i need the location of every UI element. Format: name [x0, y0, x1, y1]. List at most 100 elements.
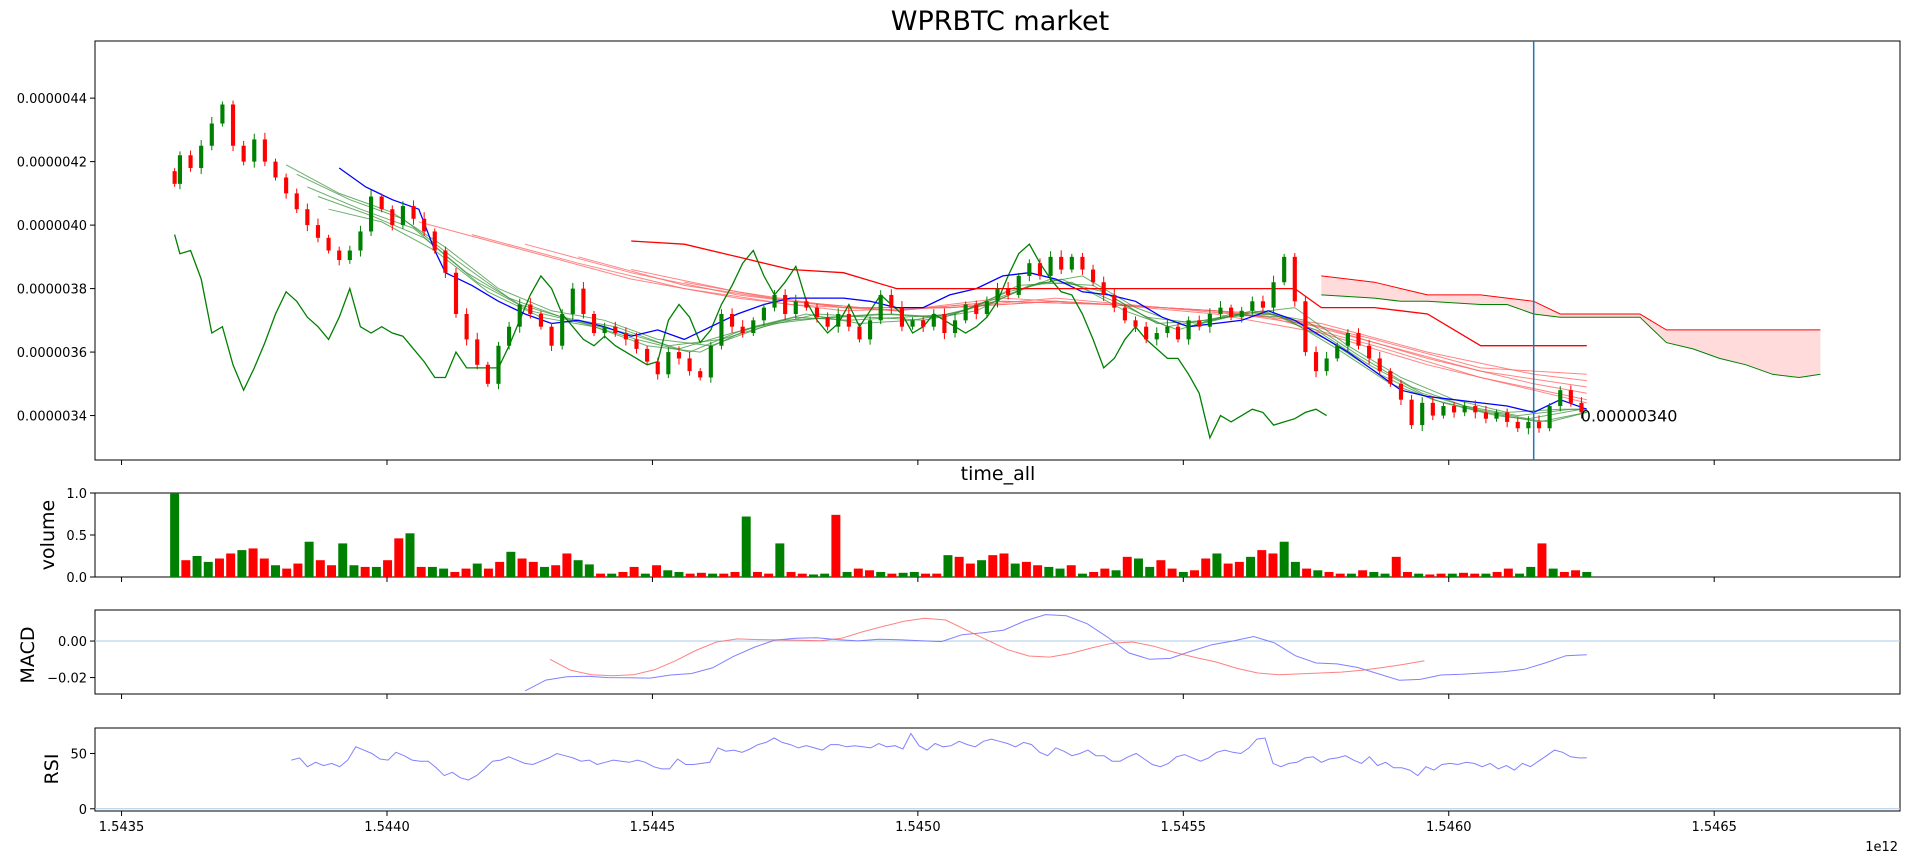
volume-bar: [1111, 570, 1121, 577]
volume-bar: [797, 573, 807, 577]
volume-bar: [1324, 571, 1334, 577]
volume-bar: [1223, 563, 1233, 577]
candle-body: [379, 196, 384, 210]
candle-body: [793, 301, 798, 314]
macd-line: [524, 614, 1587, 692]
volume-bar: [1447, 573, 1457, 577]
macd-axis-label: MACD: [17, 627, 39, 684]
volume-bar: [1582, 571, 1592, 577]
volume-bar: [1212, 553, 1222, 577]
ema-ribbon-red-line: [577, 256, 1587, 394]
cloud-upper-line: [1321, 275, 1821, 331]
candle-body: [177, 155, 183, 184]
candle-body: [1069, 256, 1074, 270]
volume-bar: [1268, 553, 1278, 577]
volume-bar: [1369, 571, 1379, 577]
volume-bar: [820, 573, 830, 577]
ema-ribbon-green-line: [328, 208, 1587, 423]
candle-body: [974, 304, 979, 314]
ema-ribbon-red-line: [631, 269, 1587, 401]
price-y-axis: 0.0000034 0.0000036 0.0000038 0.0000040 0.00…: [17, 92, 95, 425]
price-x-axis-label: time_all: [961, 463, 1036, 485]
candle-body: [1558, 390, 1563, 407]
candle-body: [1218, 307, 1223, 314]
volume-bar: [1548, 568, 1558, 577]
candle-body: [294, 193, 299, 210]
volume-bar: [696, 572, 706, 577]
candle-body: [1048, 256, 1053, 276]
volume-bar: [181, 560, 191, 577]
volume-bar: [1055, 568, 1065, 577]
rsi-y-tick-label: 50: [70, 747, 87, 762]
x-axis-ticks: 1.5435 1.5440 1.5445 1.5450 1.5455 1.5460 1.54…: [99, 460, 1737, 835]
volume-bar: [248, 548, 258, 577]
volume-y-tick-label: 1.0: [66, 487, 87, 502]
candle-body: [1090, 269, 1096, 283]
volume-bar: [775, 543, 785, 577]
macd-signal-line: [549, 617, 1425, 677]
candle-body: [1250, 301, 1255, 311]
volume-bar: [932, 573, 942, 577]
volume-bar: [1358, 570, 1368, 577]
candle-body: [358, 231, 363, 251]
candle-body: [868, 320, 873, 340]
volume-bar: [853, 568, 863, 577]
candle-body: [220, 104, 225, 124]
volume-bar: [1515, 573, 1525, 577]
x-tick-label: 1.5465: [1691, 820, 1737, 835]
volume-bar: [1201, 558, 1211, 577]
candle-body: [1462, 406, 1467, 413]
candle-body: [698, 371, 703, 378]
candle-body: [528, 304, 533, 314]
volume-bar: [909, 571, 919, 577]
candle-body: [931, 313, 936, 327]
volume-bar: [607, 573, 617, 577]
volume-bar: [1380, 573, 1390, 577]
candle-body: [613, 326, 618, 334]
ema-ribbon-red-line: [524, 243, 1587, 388]
candle-body: [422, 218, 427, 232]
volume-bar: [954, 556, 964, 577]
candle-body: [1101, 282, 1106, 295]
volume-bar: [618, 571, 628, 577]
candle-body: [475, 339, 480, 365]
volume-bar: [898, 572, 908, 577]
volume-bar: [439, 568, 449, 577]
candle-body: [1494, 412, 1499, 419]
candle-body: [645, 348, 650, 362]
volume-y-tick-label: 0.0: [66, 571, 87, 586]
price-cloud: [1321, 275, 1821, 379]
candle-body: [538, 313, 544, 327]
volume-bar: [741, 516, 751, 577]
volume-bar: [1335, 573, 1345, 577]
candle-body: [496, 345, 501, 384]
candle-body: [783, 294, 788, 314]
volume-bar: [528, 561, 538, 577]
candle-body: [209, 123, 214, 146]
candle-body: [1006, 288, 1011, 295]
volume-bar: [383, 560, 393, 577]
volume-bar: [450, 571, 460, 577]
macd-lines: [524, 614, 1587, 692]
candle-body: [910, 320, 915, 327]
x-tick-label: 1.5450: [895, 820, 941, 835]
volume-bar: [842, 571, 852, 577]
candle-body: [1579, 402, 1584, 413]
candle-body: [1409, 399, 1414, 426]
volume-bar: [1246, 556, 1256, 577]
volume-bar: [1133, 558, 1143, 577]
volume-bar: [943, 555, 953, 577]
macd-y-tick-label: −0.02: [47, 672, 87, 687]
volume-bar: [1436, 573, 1446, 577]
candle-body: [1175, 326, 1181, 340]
volume-bar: [1122, 556, 1132, 577]
volume-bar: [349, 565, 359, 577]
x-tick-label: 1.5460: [1426, 820, 1472, 835]
candle-body: [1441, 406, 1446, 416]
volume-axis-label: volume: [37, 500, 59, 570]
candle-body: [305, 209, 310, 226]
cloud-fill: [1321, 275, 1821, 378]
volume-bar: [719, 573, 729, 577]
volume-bar: [1010, 563, 1020, 577]
candle-body: [846, 313, 851, 327]
